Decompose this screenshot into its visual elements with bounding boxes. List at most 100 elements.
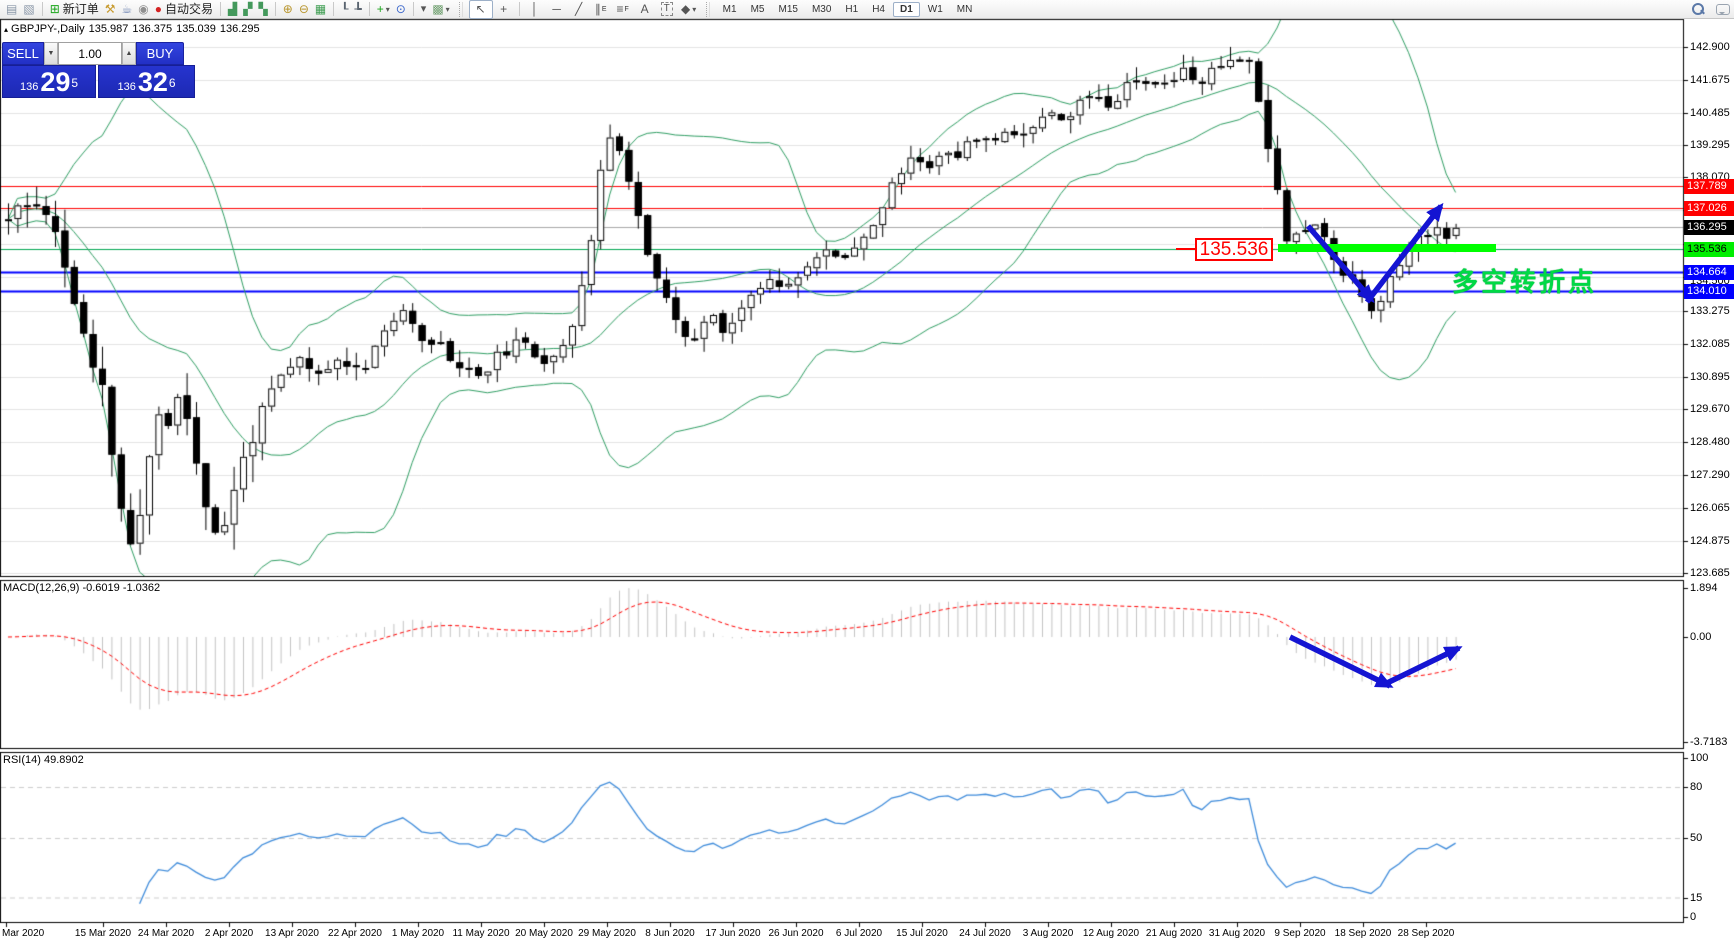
macd-tick-label: 0.00 — [1690, 631, 1712, 643]
lot-decrease-button[interactable]: ▼ — [44, 42, 58, 65]
timeframe-h4-button[interactable]: H4 — [872, 3, 885, 15]
new-window-icon[interactable]: ▤ — [3, 1, 20, 18]
new-window-icon-glyph: ▤ — [6, 1, 18, 16]
date-label: 24 Jul 2020 — [959, 928, 1011, 939]
text-tool-glyph: A — [640, 1, 649, 16]
label-tool-glyph: T — [660, 2, 673, 16]
profile-chart-icon-glyph: ▧ — [23, 1, 35, 16]
buy-button[interactable]: BUY — [136, 42, 184, 65]
hline-tool[interactable]: ─ — [546, 1, 568, 18]
sell-button[interactable]: SELL — [2, 42, 44, 65]
line-chart-icon[interactable]: ▚ — [256, 1, 271, 18]
mailbox-icon[interactable]: ☕ — [119, 1, 136, 18]
cursor-tool[interactable]: ↖ — [468, 0, 493, 19]
auto-scroll-icon-glyph: ┺ — [354, 1, 362, 16]
timeframe-m1-button[interactable]: M1 — [722, 3, 737, 15]
auto-scroll-icon[interactable]: ┺ — [351, 1, 364, 18]
timeframe-d1-button[interactable]: D1 — [892, 1, 920, 17]
timeframe-m15-button[interactable]: M15 — [778, 3, 798, 15]
period-icon-glyph: ⊙ — [395, 1, 406, 16]
zoom-in-icon[interactable]: ⊕ — [280, 1, 296, 18]
date-label: 8 Jun 2020 — [645, 928, 695, 939]
channel-tool[interactable]: ∥ E — [594, 1, 607, 16]
template-icon[interactable]: ▩ ▾ — [432, 1, 450, 16]
timeframe-h1-button[interactable]: H1 — [845, 3, 859, 15]
date-label: 28 Sep 2020 — [1397, 928, 1455, 939]
timeframe-mn-button[interactable]: MN — [956, 3, 973, 15]
price-tick-label: 140.485 — [1690, 107, 1730, 119]
zoom-out-icon[interactable]: ⊖ — [296, 1, 312, 18]
date-label: 26 Jun 2020 — [768, 928, 824, 939]
date-label: 2 Apr 2020 — [204, 928, 254, 939]
ohlc-open: 135.987 — [88, 23, 129, 35]
macd-tick-label: -3.7183 — [1690, 736, 1728, 748]
date-label: 1 May 2020 — [391, 928, 445, 939]
date-label: 22 Apr 2020 — [328, 928, 382, 939]
trendline-tool[interactable]: ╱ — [568, 1, 590, 18]
label-tool[interactable]: T — [656, 1, 678, 18]
profile-chart-icon[interactable]: ▧ — [20, 1, 37, 18]
lot-increase-button[interactable]: ▲ — [122, 42, 136, 65]
text-tool[interactable]: A — [634, 1, 656, 18]
sell-price-panel[interactable]: 136 29 5 — [2, 65, 96, 98]
rsi-indicator-label: RSI(14) 49.8902 — [3, 754, 84, 766]
date-label: 21 Aug 2020 — [1145, 928, 1203, 939]
price-tick-label: 139.295 — [1690, 139, 1730, 151]
vline-tool[interactable]: │ — [524, 1, 546, 18]
price-tick-label: 123.685 — [1690, 567, 1730, 579]
candle-chart-icon-glyph: ▞ — [243, 1, 253, 16]
support-zone-bar[interactable] — [1278, 244, 1496, 252]
price-tag-134.664: 134.664 — [1684, 265, 1734, 280]
candle-chart-icon[interactable]: ▞ — [240, 1, 255, 18]
date-label: 15 Mar 2020 — [74, 928, 132, 939]
toolbar: ▤ ▧ ⊞ 新订单 ⚒ ☕ ◉ ● 自动交易 ▟ ▞ ▚ ⊕ ⊖ ▦ ┖ ┺ + ▾ ⊙ ▾ ▩ ▾ ↖ + │ ─ ╱ ∥ E ≡ F A T ◆… — [0, 0, 1734, 19]
toolbar-separator — [705, 1, 710, 17]
search-icon[interactable] — [1690, 1, 1712, 18]
price-tick-label: 133.275 — [1690, 305, 1730, 317]
chart-shift-icon[interactable]: ┖ — [338, 1, 351, 18]
price-tag-134.010: 134.010 — [1684, 284, 1734, 299]
toolbar-separator — [368, 2, 370, 16]
line-chart-icon-glyph: ▚ — [258, 1, 268, 16]
price-tag-135.536: 135.536 — [1684, 242, 1734, 257]
date-label: Mar 2020 — [2, 928, 45, 939]
autotrade-button-glyph: ● — [154, 1, 163, 16]
date-label: 6 Jul 2020 — [835, 928, 883, 939]
add-indicator-button[interactable]: + ▾ — [376, 1, 390, 16]
timeframe-w1-button[interactable]: W1 — [927, 3, 943, 15]
fibonacci-tool[interactable]: ≡ F — [616, 1, 629, 16]
toolbar-separator — [274, 2, 276, 16]
lens-glass — [1692, 2, 1704, 15]
chat-icon[interactable] — [1716, 3, 1730, 15]
rsi-tick-label: 100 — [1690, 752, 1709, 764]
chart-type-caret[interactable]: ▾ — [420, 2, 427, 15]
turning-point-annotation[interactable]: 多空转折点 — [1452, 267, 1598, 297]
tile-windows-icon[interactable]: ▦ — [312, 1, 329, 18]
date-label: 29 May 2020 — [578, 928, 636, 939]
crosshair-tool[interactable]: + — [493, 1, 515, 18]
period-icon[interactable]: ⊙ — [393, 1, 409, 18]
support-price-label[interactable]: 135.536 — [1195, 238, 1273, 261]
timeframe-m30-button[interactable]: M30 — [811, 3, 832, 15]
price-tick-label: 124.875 — [1690, 535, 1730, 547]
buy-price-panel[interactable]: 136 32 6 — [98, 65, 195, 98]
timeframe-m5-button[interactable]: M5 — [750, 3, 765, 15]
symbol-label: GBPJPY-,Daily — [11, 23, 85, 35]
vline-tool-glyph: │ — [530, 1, 539, 16]
sell-price-big: 29 — [40, 67, 71, 97]
symbol-collapse-icon[interactable]: ▴ — [4, 25, 9, 34]
new-order-button[interactable]: ⊞ 新订单 — [49, 1, 99, 16]
autotrade-button[interactable]: ● 自动交易 — [154, 1, 214, 16]
bar-chart-icon[interactable]: ▟ — [225, 1, 240, 18]
signal-icon[interactable]: ◉ — [135, 1, 151, 18]
signal-icon-glyph: ◉ — [138, 1, 149, 16]
date-label: 17 Jun 2020 — [705, 928, 761, 939]
hammer-icon[interactable]: ⚒ — [102, 1, 119, 18]
date-label: 11 May 2020 — [452, 928, 510, 939]
lot-size-input[interactable] — [58, 42, 122, 65]
arrows-tool[interactable]: ◆ ▾ — [681, 1, 697, 16]
tile-windows-icon-glyph: ▦ — [314, 1, 327, 16]
price-tick-label: 132.085 — [1690, 338, 1730, 350]
